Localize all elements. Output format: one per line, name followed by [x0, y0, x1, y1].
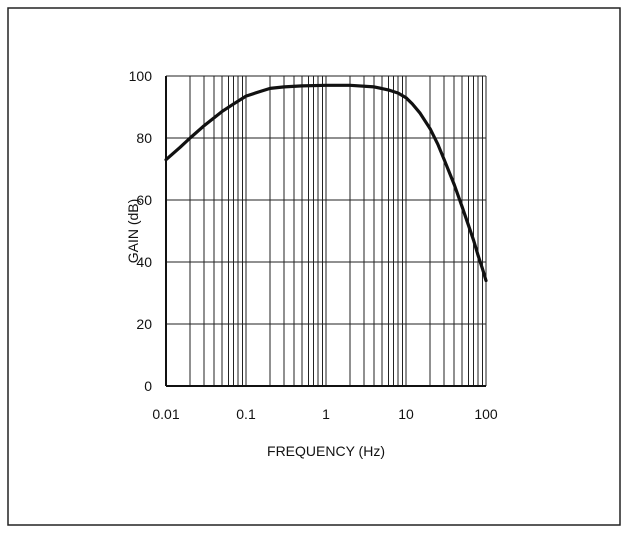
x-tick-labels: 0.01 0.1 1 10 100 [152, 406, 498, 422]
x-tick-label: 1 [322, 406, 330, 422]
x-tick-label: 0.01 [152, 406, 179, 422]
y-tick-label: 40 [136, 254, 152, 270]
figure-border [7, 7, 621, 526]
y-tick-label: 20 [136, 316, 152, 332]
x-tick-label: 100 [474, 406, 498, 422]
series-line-gain [164, 83, 488, 283]
x-tick-label: 10 [398, 406, 414, 422]
y-tick-labels: 0 20 40 60 80 100 [129, 68, 153, 394]
x-axis-title: FREQUENCY (Hz) [267, 443, 385, 459]
series [164, 83, 488, 283]
grid [165, 75, 487, 387]
x-tick-label: 0.1 [236, 406, 256, 422]
y-tick-label: 0 [144, 378, 152, 394]
y-tick-label: 80 [136, 130, 152, 146]
y-tick-label: 60 [136, 192, 152, 208]
y-tick-label: 100 [129, 68, 153, 84]
axes [165, 76, 486, 387]
y-axis-title: GAIN (dB) [125, 199, 141, 264]
